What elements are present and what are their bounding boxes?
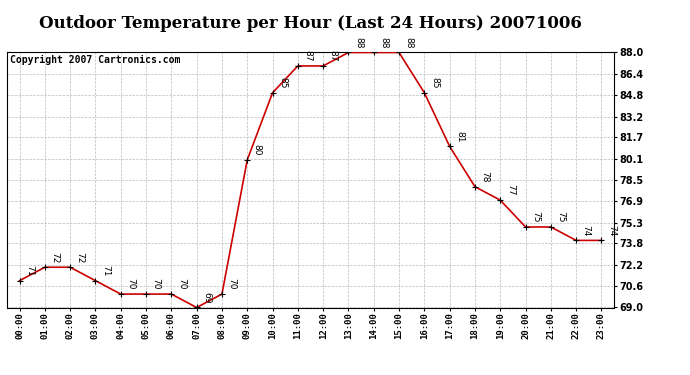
Text: Outdoor Temperature per Hour (Last 24 Hours) 20071006: Outdoor Temperature per Hour (Last 24 Ho…	[39, 15, 582, 32]
Text: 87: 87	[304, 50, 313, 62]
Text: 74: 74	[607, 225, 616, 236]
Text: 70: 70	[228, 278, 237, 290]
Text: 71: 71	[25, 265, 34, 276]
Text: 81: 81	[455, 131, 464, 142]
Text: 85: 85	[278, 77, 287, 88]
Text: 70: 70	[152, 278, 161, 290]
Text: 88: 88	[404, 37, 413, 48]
Text: 77: 77	[506, 184, 515, 196]
Text: 70: 70	[177, 278, 186, 290]
Text: 88: 88	[354, 37, 363, 48]
Text: 72: 72	[76, 252, 85, 263]
Text: 72: 72	[50, 252, 59, 263]
Text: 70: 70	[126, 278, 135, 290]
Text: 75: 75	[556, 211, 565, 223]
Text: 88: 88	[380, 37, 388, 48]
Text: 80: 80	[253, 144, 262, 156]
Text: 78: 78	[480, 171, 489, 183]
Text: 85: 85	[430, 77, 439, 88]
Text: 71: 71	[101, 265, 110, 276]
Text: 75: 75	[531, 211, 540, 223]
Text: 69: 69	[202, 292, 211, 303]
Text: Copyright 2007 Cartronics.com: Copyright 2007 Cartronics.com	[10, 55, 180, 65]
Text: 87: 87	[328, 50, 337, 62]
Text: 74: 74	[582, 225, 591, 236]
